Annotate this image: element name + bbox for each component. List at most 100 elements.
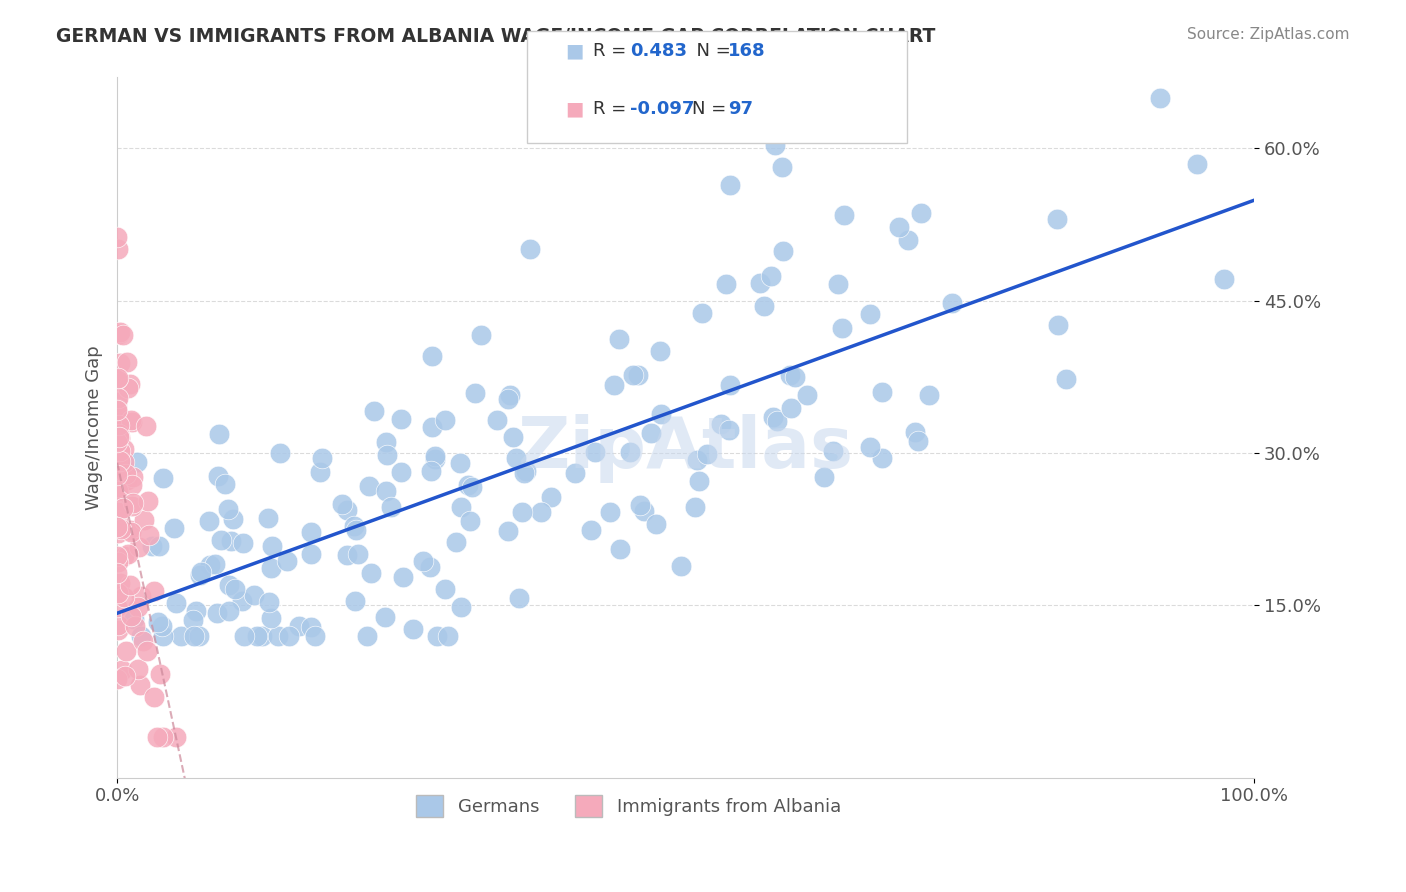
Point	[152, 730, 174, 744]
Point	[343, 593, 366, 607]
Point	[444, 535, 467, 549]
Point	[402, 622, 425, 636]
Point	[530, 505, 553, 519]
Point	[426, 628, 449, 642]
Point	[208, 427, 231, 442]
Point	[136, 494, 159, 508]
Point	[110, 522, 132, 536]
Point	[121, 415, 143, 429]
Point	[621, 368, 644, 383]
Y-axis label: Wage/Income Gap: Wage/Income Gap	[86, 345, 103, 510]
Point	[136, 644, 159, 658]
Point	[1047, 318, 1070, 332]
Point	[269, 446, 291, 460]
Point	[112, 500, 135, 515]
Point	[107, 450, 129, 465]
Point	[107, 585, 129, 599]
Point	[115, 354, 138, 368]
Point	[858, 441, 880, 455]
Point	[143, 690, 166, 704]
Point	[458, 514, 481, 528]
Point	[671, 559, 693, 574]
Point	[502, 430, 524, 444]
Point	[121, 477, 143, 491]
Point	[336, 548, 359, 562]
Point	[148, 540, 170, 554]
Point	[457, 478, 479, 492]
Text: R =: R =	[593, 42, 633, 60]
Point	[127, 599, 149, 614]
Point	[299, 524, 322, 539]
Point	[187, 628, 209, 642]
Point	[110, 413, 132, 427]
Text: 97: 97	[728, 100, 754, 118]
Point	[135, 419, 157, 434]
Point	[107, 618, 129, 632]
Point	[120, 578, 142, 592]
Point	[250, 628, 273, 642]
Point	[105, 456, 128, 470]
Point	[375, 483, 398, 498]
Point	[150, 619, 173, 633]
Text: 168: 168	[728, 42, 766, 60]
Point	[897, 233, 920, 247]
Point	[233, 628, 256, 642]
Point	[107, 555, 129, 569]
Point	[107, 491, 129, 506]
Point	[105, 430, 128, 444]
Point	[433, 413, 456, 427]
Point	[108, 374, 131, 388]
Point	[221, 512, 243, 526]
Point	[496, 524, 519, 538]
Point	[910, 206, 932, 220]
Point	[262, 539, 284, 553]
Point	[515, 464, 537, 478]
Point	[256, 510, 278, 524]
Point	[107, 371, 129, 385]
Point	[831, 321, 853, 335]
Point	[127, 455, 149, 469]
Point	[107, 416, 129, 430]
Point	[257, 595, 280, 609]
Point	[1054, 372, 1077, 386]
Point	[221, 533, 243, 548]
Point	[111, 501, 134, 516]
Point	[108, 443, 131, 458]
Point	[122, 470, 145, 484]
Point	[425, 450, 447, 464]
Point	[336, 502, 359, 516]
Point	[374, 609, 396, 624]
Point	[204, 557, 226, 571]
Point	[650, 407, 672, 421]
Point	[105, 438, 128, 452]
Point	[766, 414, 789, 428]
Point	[356, 628, 378, 642]
Point	[152, 628, 174, 642]
Text: ■: ■	[565, 99, 583, 119]
Point	[779, 368, 801, 382]
Point	[152, 471, 174, 485]
Point	[118, 376, 141, 391]
Point	[105, 434, 128, 449]
Text: N =: N =	[692, 100, 731, 118]
Point	[941, 296, 963, 310]
Point	[602, 377, 624, 392]
Point	[108, 520, 131, 534]
Point	[205, 606, 228, 620]
Point	[904, 425, 927, 440]
Point	[461, 480, 484, 494]
Point	[107, 417, 129, 432]
Point	[870, 385, 893, 400]
Point	[246, 628, 269, 642]
Point	[583, 445, 606, 459]
Text: ZipAtlas: ZipAtlas	[517, 414, 853, 483]
Point	[260, 611, 283, 625]
Point	[304, 628, 326, 642]
Point	[347, 548, 370, 562]
Point	[423, 452, 446, 467]
Point	[519, 242, 541, 256]
Point	[165, 596, 187, 610]
Point	[105, 435, 128, 450]
Point	[143, 583, 166, 598]
Point	[709, 417, 731, 432]
